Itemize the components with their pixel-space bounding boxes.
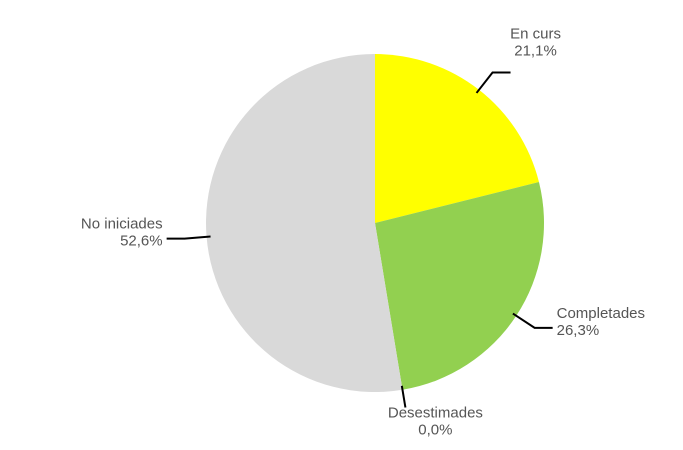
slice-label: Desestimades	[388, 405, 483, 422]
slice-label: Completades	[557, 305, 645, 322]
leader-line	[475, 71, 511, 94]
leader-line	[166, 235, 211, 240]
pie-slice	[375, 182, 544, 390]
slice-value-label: 26,3%	[557, 322, 600, 339]
slice-label: En curs	[510, 25, 561, 42]
pie-slice	[206, 54, 403, 393]
slice-value-label: 21,1%	[514, 42, 557, 59]
slice-value-label: 52,6%	[120, 233, 163, 250]
slice-value-label: 0,0%	[418, 422, 452, 439]
slice-label: No iniciades	[81, 216, 163, 233]
leader-line	[400, 385, 407, 408]
pie-slice	[375, 54, 539, 223]
leader-line	[512, 312, 553, 329]
